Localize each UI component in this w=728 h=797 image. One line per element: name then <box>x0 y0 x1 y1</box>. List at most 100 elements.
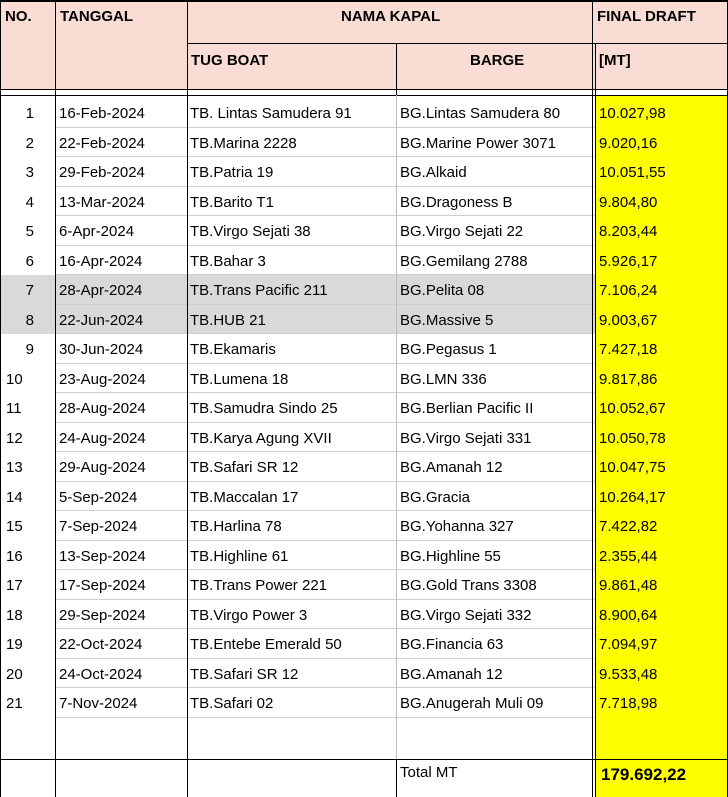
header-nama-kapal: NAMA KAPAL <box>341 8 441 25</box>
row-tug-boat: TB.Samudra Sindo 25 <box>190 400 338 417</box>
row-number: 3 <box>25 164 34 181</box>
row-barge: BG.Berlian Pacific II <box>400 400 534 417</box>
row-tug-boat: TB.Virgo Power 3 <box>190 606 308 624</box>
row-date: 30-Jun-2024 <box>59 341 144 358</box>
row-number: 16 <box>6 547 23 565</box>
total-label: Total MT <box>400 765 458 781</box>
col-rule-tug <box>396 95 397 759</box>
row-tug-boat: TB.Safari SR 12 <box>190 459 299 476</box>
row-highlight <box>0 304 595 334</box>
row-number: 6 <box>25 252 34 270</box>
col-rule-barge <box>592 0 593 797</box>
header-tanggal: TANGGAL <box>60 8 134 25</box>
row-rule <box>55 539 595 541</box>
row-number: 7 <box>25 282 34 299</box>
row-final-draft: 8.203,44 <box>599 223 658 240</box>
row-final-draft: 10.047,75 <box>599 459 666 476</box>
row-date: 22-Oct-2024 <box>59 636 143 653</box>
row-number: 11 <box>6 400 22 417</box>
row-rule <box>55 657 595 659</box>
row-barge: BG.Gold Trans 3308 <box>400 577 537 594</box>
row-barge: BG.Virgo Sejati 331 <box>400 429 532 447</box>
header-no: NO. <box>5 8 32 25</box>
table-row: 15 7-Sep-2024 TB.Harlina 78 BG.Yohanna 327 7… <box>0 511 728 541</box>
row-barge: BG.Financia 63 <box>400 636 504 653</box>
row-rule <box>55 333 595 334</box>
table-row: 14 5-Sep-2024 TB.Maccalan 17 BG.Gracia 10.26… <box>0 482 728 511</box>
table-row: 13 29-Aug-2024 TB.Safari SR 12 BG.Amanah 12… <box>0 452 728 482</box>
row-barge: BG.Yohanna 327 <box>400 518 514 535</box>
row-date: 16-Apr-2024 <box>59 252 143 270</box>
row-tug-boat: TB.Lumena 18 <box>190 370 289 388</box>
row-final-draft: 8.900,64 <box>599 606 658 624</box>
total-value: 179.692,22 <box>601 765 687 784</box>
row-tug-boat: TB.Bahar 3 <box>190 252 266 270</box>
row-final-draft: 10.050,78 <box>599 429 666 447</box>
row-final-draft: 9.003,67 <box>599 311 658 329</box>
row-rule <box>55 598 595 600</box>
row-tug-boat: TB.HUB 21 <box>190 311 266 329</box>
row-date: 13-Mar-2024 <box>59 193 145 211</box>
row-date: 6-Apr-2024 <box>59 223 135 240</box>
table-row: 8 22-Jun-2024 TB.HUB 21 BG.Massive 5 9.003,6… <box>0 304 728 334</box>
table-row: 10 23-Aug-2024 TB.Lumena 18 BG.LMN 336 9.817… <box>0 364 728 393</box>
table-row: 9 30-Jun-2024 TB.Ekamaris BG.Pegasus 1 7.427… <box>0 334 728 364</box>
header-final-draft: FINAL DRAFT <box>597 8 696 25</box>
row-final-draft: 10.052,67 <box>599 400 666 417</box>
row-rule <box>55 274 595 275</box>
table-row: 7 28-Apr-2024 TB.Trans Pacific 211 BG.Pelit… <box>0 275 728 305</box>
row-barge: BG.Lintas Samudera 80 <box>400 105 561 122</box>
row-date: 24-Aug-2024 <box>59 429 146 447</box>
row-date: 7-Sep-2024 <box>59 518 138 535</box>
table-row: 12 24-Aug-2024 TB.Karya Agung XVII BG.Virgo… <box>0 423 728 452</box>
row-final-draft: 7.427,18 <box>599 341 658 358</box>
row-tug-boat: TB.Maccalan 17 <box>190 488 299 506</box>
row-date: 5-Sep-2024 <box>59 488 138 506</box>
footer-top-rule <box>0 759 728 760</box>
row-final-draft: 10.051,55 <box>599 164 666 181</box>
row-final-draft: 10.264,17 <box>599 488 666 506</box>
row-date: 17-Sep-2024 <box>59 577 146 594</box>
row-number: 4 <box>25 193 34 211</box>
table-row: 18 29-Sep-2024 TB.Virgo Power 3 BG.Virgo Se… <box>0 600 728 629</box>
row-tug-boat: TB.Ekamaris <box>190 341 276 358</box>
row-barge: BG.LMN 336 <box>400 370 487 388</box>
row-barge: BG.Dragoness B <box>400 193 513 211</box>
row-final-draft: 5.926,17 <box>599 252 658 270</box>
row-rule <box>55 569 595 570</box>
row-number: 13 <box>6 459 23 476</box>
row-rule <box>55 421 595 423</box>
row-final-draft: 9.020,16 <box>599 134 658 152</box>
table-row: 6 16-Apr-2024 TB.Bahar 3 BG.Gemilang 2788 5.… <box>0 246 728 275</box>
table-row: 19 22-Oct-2024 TB.Entebe Emerald 50 BG.Fina… <box>0 629 728 659</box>
row-tug-boat: TB.Entebe Emerald 50 <box>190 636 342 653</box>
col-rule-left <box>0 0 1 797</box>
row-number: 18 <box>6 606 23 624</box>
row-final-draft: 2.355,44 <box>599 547 658 565</box>
row-tug-boat: TB.Virgo Sejati 38 <box>190 223 311 240</box>
row-rule <box>55 185 595 187</box>
row-tug-boat: TB.Safari 02 <box>190 695 274 712</box>
table-row: 16 13-Sep-2024 TB.Highline 61 BG.Highline 5… <box>0 541 728 570</box>
header-barge: BARGE <box>470 52 525 69</box>
row-barge: BG.Anugerah Muli 09 <box>400 695 544 712</box>
row-number: 8 <box>25 311 34 329</box>
row-tug-boat: TB.Karya Agung XVII <box>190 429 332 447</box>
row-barge: BG.Pegasus 1 <box>400 341 497 358</box>
row-barge: BG.Virgo Sejati 332 <box>400 606 532 624</box>
row-rule <box>55 215 595 216</box>
col-rule-date <box>187 0 188 797</box>
row-date: 29-Feb-2024 <box>59 164 145 181</box>
row-date: 29-Sep-2024 <box>59 606 146 624</box>
row-number: 20 <box>6 665 23 683</box>
row-number: 21 <box>6 695 23 712</box>
row-final-draft: 10.027,98 <box>599 105 666 122</box>
row-date: 28-Aug-2024 <box>59 400 146 417</box>
table-row: 4 13-Mar-2024 TB.Barito T1 BG.Dragoness B 9.… <box>0 187 728 216</box>
row-date: 7-Nov-2024 <box>59 695 138 712</box>
row-date: 29-Aug-2024 <box>59 459 146 476</box>
row-number: 12 <box>6 429 23 447</box>
row-date: 23-Aug-2024 <box>59 370 146 388</box>
row-rule <box>55 510 595 511</box>
